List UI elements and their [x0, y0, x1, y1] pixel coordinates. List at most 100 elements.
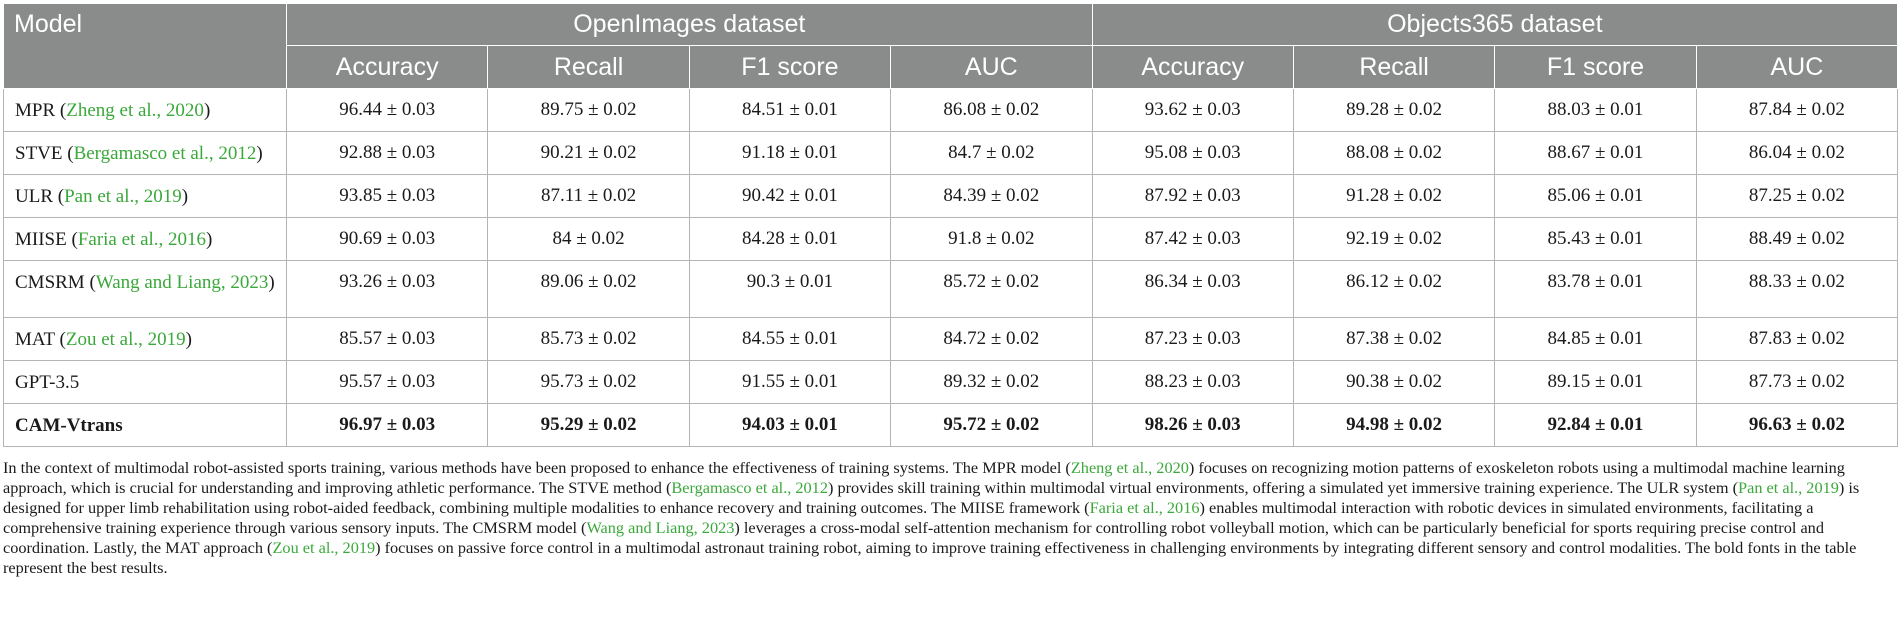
- value-cell: 87.84 ± 0.02: [1695, 88, 1899, 132]
- best-result-row: CAM-Vtrans 96.97 ± 0.03 95.29 ± 0.02 94.…: [3, 403, 1899, 447]
- model-name: CMSRM (: [15, 272, 96, 293]
- citation-link[interactable]: Faria et al., 2016: [77, 229, 207, 250]
- citation-link[interactable]: Pan et al., 2019: [64, 186, 182, 207]
- table-row: GPT-3.5 95.57 ± 0.03 95.73 ± 0.02 91.55 …: [3, 360, 1899, 404]
- paren-close: ): [181, 186, 189, 207]
- table-body: MPR (Zheng et al., 2020) 96.44 ± 0.03 89…: [3, 88, 1899, 447]
- metric-header: Accuracy: [1091, 45, 1294, 89]
- metric-header: AUC: [890, 45, 1093, 89]
- paren-close: ): [185, 329, 192, 350]
- value-cell: 86.34 ± 0.03: [1091, 260, 1294, 318]
- model-name: CAM-Vtrans: [15, 415, 123, 436]
- value-cell: 86.08 ± 0.02: [890, 88, 1093, 132]
- value-cell: 94.98 ± 0.02: [1292, 403, 1496, 447]
- value-cell: 95.72 ± 0.02: [890, 403, 1093, 447]
- value-cell: 86.04 ± 0.02: [1695, 131, 1899, 175]
- value-cell: 88.03 ± 0.01: [1494, 88, 1697, 132]
- table-row: MPR (Zheng et al., 2020) 96.44 ± 0.03 89…: [3, 88, 1899, 132]
- citation-link[interactable]: Zheng et al., 2020: [66, 100, 204, 121]
- table-row: ULR (Pan et al., 2019) 93.85 ± 0.03 87.1…: [3, 174, 1899, 218]
- caption-text: ) enables multimodal interaction with ro…: [3, 498, 1814, 538]
- value-cell: 91.8 ± 0.02: [890, 217, 1093, 261]
- citation-link[interactable]: Bergamasco et al., 2012: [671, 478, 828, 498]
- value-cell: 90.42 ± 0.01: [688, 174, 892, 218]
- caption-text: ) leverages a cross-modal self-attention…: [3, 518, 1824, 558]
- value-cell: 95.73 ± 0.02: [487, 360, 690, 404]
- value-cell: 85.43 ± 0.01: [1494, 217, 1697, 261]
- value-cell: 98.26 ± 0.03: [1091, 403, 1294, 447]
- citation-link[interactable]: Pan et al., 2019: [1738, 478, 1839, 498]
- table-row: MIISE (Faria et al., 2016) 90.69 ± 0.03 …: [3, 217, 1899, 261]
- model-name-cell: CAM-Vtrans: [3, 403, 287, 447]
- value-cell: 91.28 ± 0.02: [1292, 174, 1496, 218]
- table-caption: In the context of multimodal robot-assis…: [3, 458, 1891, 578]
- value-cell: 84.72 ± 0.02: [890, 317, 1093, 361]
- value-cell: 87.73 ± 0.02: [1695, 360, 1899, 404]
- table-row: STVE (Bergamasco et al., 2012) 92.88 ± 0…: [3, 131, 1899, 175]
- value-cell: 88.67 ± 0.01: [1494, 131, 1697, 175]
- value-cell: 92.19 ± 0.02: [1292, 217, 1496, 261]
- value-cell: 91.18 ± 0.01: [688, 131, 892, 175]
- citation-link[interactable]: Zou et al., 2019: [65, 329, 186, 350]
- paren-close: ): [256, 143, 263, 164]
- value-cell: 83.78 ± 0.01: [1494, 260, 1697, 318]
- value-cell: 85.57 ± 0.03: [285, 317, 489, 361]
- caption-text: ) is designed for upper limb rehabilitat…: [3, 478, 1860, 518]
- citation-link[interactable]: Wang and Liang, 2023: [586, 518, 735, 538]
- model-name-cell: GPT-3.5: [3, 360, 287, 404]
- value-cell: 84 ± 0.02: [487, 217, 690, 261]
- citation-link[interactable]: Zheng et al., 2020: [1070, 458, 1189, 478]
- value-cell: 85.72 ± 0.02: [890, 260, 1093, 318]
- value-cell: 94.03 ± 0.01: [688, 403, 892, 447]
- value-cell: 90.69 ± 0.03: [285, 217, 489, 261]
- metric-header: F1 score: [1494, 45, 1697, 89]
- value-cell: 92.88 ± 0.03: [285, 131, 489, 175]
- value-cell: 87.11 ± 0.02: [487, 174, 690, 218]
- value-cell: 86.12 ± 0.02: [1292, 260, 1496, 318]
- caption-text: In the context of multimodal robot-assis…: [3, 458, 1071, 478]
- value-cell: 85.73 ± 0.02: [487, 317, 690, 361]
- paren-close: ): [203, 100, 211, 121]
- value-cell: 96.63 ± 0.02: [1695, 403, 1899, 447]
- model-name-cell: MPR (Zheng et al., 2020): [3, 88, 287, 132]
- model-name: MIISE (: [15, 229, 78, 250]
- value-cell: 87.92 ± 0.03: [1091, 174, 1294, 218]
- value-cell: 87.38 ± 0.02: [1292, 317, 1496, 361]
- value-cell: 90.38 ± 0.02: [1292, 360, 1496, 404]
- value-cell: 90.3 ± 0.01: [688, 260, 892, 318]
- results-table-container: Model OpenImages dataset Objects365 data…: [3, 3, 1899, 447]
- value-cell: 84.51 ± 0.01: [688, 88, 892, 132]
- value-cell: 89.06 ± 0.02: [487, 260, 690, 318]
- value-cell: 88.33 ± 0.02: [1695, 260, 1899, 318]
- value-cell: 95.29 ± 0.02: [487, 403, 690, 447]
- value-cell: 84.7 ± 0.02: [890, 131, 1093, 175]
- model-name-cell: CMSRM (Wang and Liang, 2023): [3, 260, 287, 318]
- citation-link[interactable]: Bergamasco et al., 2012: [73, 143, 257, 164]
- value-cell: 88.23 ± 0.03: [1091, 360, 1294, 404]
- paren-close: ): [268, 272, 275, 293]
- caption-text: ) focuses on recognizing motion patterns…: [3, 458, 1845, 498]
- value-cell: 96.44 ± 0.03: [285, 88, 489, 132]
- citation-link[interactable]: Wang and Liang, 2023: [95, 272, 269, 293]
- model-name: GPT-3.5: [15, 372, 80, 393]
- value-cell: 90.21 ± 0.02: [487, 131, 690, 175]
- caption-text: ) focuses on passive force control in a …: [3, 538, 1857, 578]
- metric-header: Accuracy: [285, 45, 489, 89]
- value-cell: 87.83 ± 0.02: [1695, 317, 1899, 361]
- citation-link[interactable]: Faria et al., 2016: [1089, 498, 1200, 518]
- value-cell: 95.08 ± 0.03: [1091, 131, 1294, 175]
- citation-link[interactable]: Zou et al., 2019: [272, 538, 376, 558]
- value-cell: 95.57 ± 0.03: [285, 360, 489, 404]
- objects365-group-header: Objects365 dataset: [1091, 3, 1899, 46]
- value-cell: 84.28 ± 0.01: [688, 217, 892, 261]
- metric-header: Recall: [1292, 45, 1496, 89]
- value-cell: 91.55 ± 0.01: [688, 360, 892, 404]
- value-cell: 88.49 ± 0.02: [1695, 217, 1899, 261]
- value-cell: 84.85 ± 0.01: [1494, 317, 1697, 361]
- caption-text: ) provides skill training within multimo…: [827, 478, 1739, 498]
- value-cell: 84.39 ± 0.02: [890, 174, 1093, 218]
- paren-close: ): [206, 229, 213, 250]
- value-cell: 87.25 ± 0.02: [1695, 174, 1899, 218]
- value-cell: 89.28 ± 0.02: [1292, 88, 1496, 132]
- openimages-group-header: OpenImages dataset: [286, 3, 1093, 46]
